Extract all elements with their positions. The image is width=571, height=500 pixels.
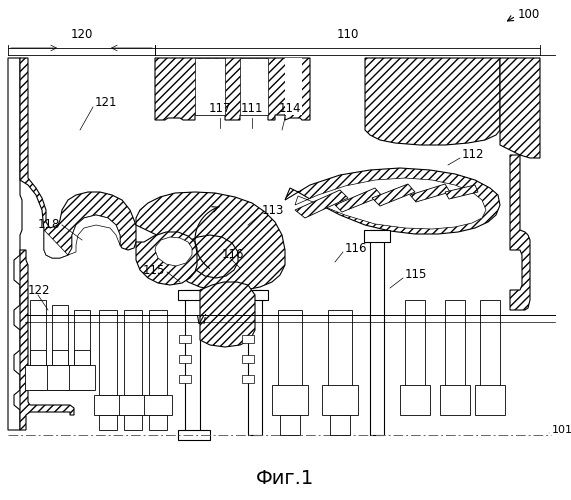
Polygon shape (405, 300, 425, 390)
Polygon shape (52, 305, 68, 390)
Text: Vi: Vi (195, 314, 206, 326)
Polygon shape (272, 385, 308, 415)
Polygon shape (30, 300, 46, 390)
Polygon shape (445, 300, 465, 390)
Text: 116: 116 (345, 242, 368, 254)
Polygon shape (410, 184, 450, 202)
Polygon shape (335, 188, 382, 212)
Bar (242, 375, 254, 383)
Polygon shape (248, 290, 262, 435)
Polygon shape (372, 184, 415, 206)
Text: 100: 100 (518, 8, 540, 20)
Polygon shape (278, 310, 302, 390)
Polygon shape (370, 230, 384, 435)
Polygon shape (280, 415, 300, 435)
Polygon shape (510, 155, 530, 310)
Polygon shape (8, 58, 22, 430)
Text: 116: 116 (222, 248, 244, 262)
Polygon shape (149, 415, 167, 430)
Text: Фиг.1: Фиг.1 (256, 468, 314, 487)
Polygon shape (44, 215, 120, 258)
Polygon shape (295, 190, 348, 218)
Bar (179, 375, 191, 383)
Polygon shape (240, 58, 268, 115)
Polygon shape (475, 385, 505, 415)
Text: 101: 101 (552, 425, 571, 435)
Polygon shape (328, 310, 352, 390)
Polygon shape (364, 230, 390, 242)
Polygon shape (440, 385, 470, 415)
Bar (242, 335, 254, 343)
Polygon shape (285, 168, 500, 234)
Polygon shape (47, 365, 73, 390)
Text: 120: 120 (71, 28, 93, 41)
Text: 111: 111 (241, 102, 263, 115)
Text: 114: 114 (279, 102, 301, 115)
Polygon shape (285, 58, 302, 115)
Polygon shape (20, 58, 136, 258)
Polygon shape (99, 415, 117, 430)
Polygon shape (25, 365, 51, 390)
Bar (179, 355, 191, 363)
Text: 121: 121 (95, 96, 118, 110)
Polygon shape (149, 310, 167, 395)
Polygon shape (136, 192, 285, 291)
Polygon shape (400, 385, 430, 415)
Polygon shape (295, 178, 486, 229)
Polygon shape (30, 350, 46, 365)
Text: 110: 110 (337, 28, 359, 41)
Polygon shape (322, 385, 358, 415)
Polygon shape (330, 415, 350, 435)
Polygon shape (119, 395, 147, 415)
Text: 112: 112 (462, 148, 485, 162)
Polygon shape (200, 282, 255, 347)
Polygon shape (20, 250, 74, 430)
Polygon shape (74, 350, 90, 365)
Polygon shape (124, 310, 142, 395)
Polygon shape (480, 300, 500, 390)
Polygon shape (185, 290, 200, 435)
Polygon shape (99, 310, 117, 395)
Polygon shape (195, 58, 225, 115)
Text: 113: 113 (262, 204, 284, 216)
Bar (179, 335, 191, 343)
Polygon shape (52, 350, 68, 365)
Polygon shape (242, 290, 268, 300)
Text: 118: 118 (38, 218, 60, 232)
Polygon shape (445, 185, 478, 199)
Polygon shape (136, 232, 197, 285)
Bar (242, 355, 254, 363)
Polygon shape (178, 290, 210, 300)
Polygon shape (124, 415, 142, 430)
Polygon shape (155, 237, 192, 266)
Polygon shape (69, 365, 95, 390)
Text: 117: 117 (209, 102, 231, 115)
Polygon shape (365, 58, 500, 145)
Polygon shape (74, 310, 90, 390)
Text: 115: 115 (405, 268, 427, 281)
Polygon shape (155, 58, 310, 120)
Text: 115: 115 (143, 264, 165, 276)
Polygon shape (500, 58, 540, 158)
Text: 122: 122 (28, 284, 50, 296)
Polygon shape (178, 430, 210, 440)
Polygon shape (144, 395, 172, 415)
Polygon shape (94, 395, 122, 415)
